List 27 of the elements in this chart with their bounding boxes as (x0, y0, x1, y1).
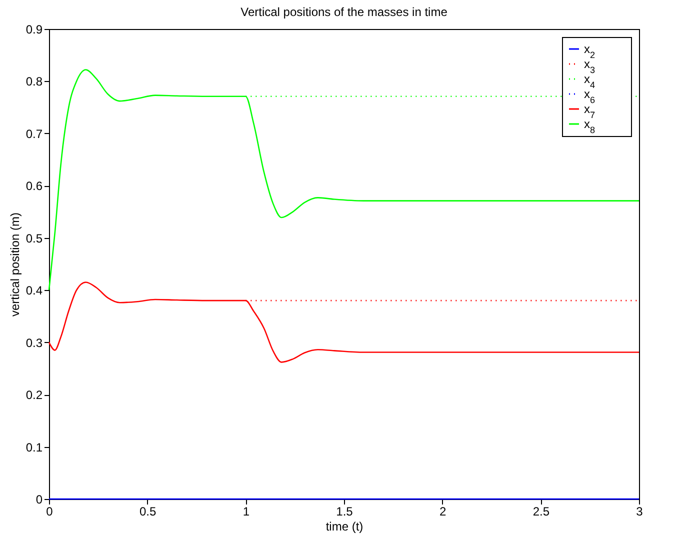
legend-label: x$_{6}$ (584, 87, 596, 105)
y-tick-label: 0.9 (26, 22, 43, 36)
y-tick-label: 0.7 (26, 126, 43, 141)
y-tick-label: 0.6 (26, 179, 43, 194)
y-tick-label: 0.4 (26, 284, 43, 298)
y-tick-label: 0.8 (26, 74, 43, 89)
x-tick-label: 2.5 (532, 504, 550, 518)
chart-title: Vertical positions of the masses in time (240, 5, 448, 19)
legend-label: x$_{7}$ (584, 102, 596, 120)
legend-label: x$_{2}$ (584, 42, 596, 60)
y-tick-label: 0.2 (26, 388, 43, 402)
x-tick-label: 3 (636, 504, 644, 518)
x-tick-label: 0 (46, 504, 54, 518)
x-tick-label: 1 (242, 504, 250, 518)
y-axis-title: vertical position (m) (8, 212, 22, 317)
x-tick-label: 0.5 (139, 504, 156, 518)
legend-label: x$_{3}$ (584, 57, 596, 75)
legend-label: x$_{8}$ (584, 117, 596, 135)
legend-label: x$_{4}$ (584, 72, 596, 90)
x-tick-label: 1.5 (336, 504, 354, 518)
line-series (48, 282, 640, 363)
y-tick-label: 0 (36, 492, 43, 506)
x-axis-title: time (t) (326, 520, 364, 534)
y-tick-label: 0.3 (26, 336, 43, 350)
y-tick-label: 0.5 (26, 231, 43, 246)
y-tick-label: 0.1 (26, 440, 43, 454)
x-tick-label: 2 (439, 504, 446, 518)
